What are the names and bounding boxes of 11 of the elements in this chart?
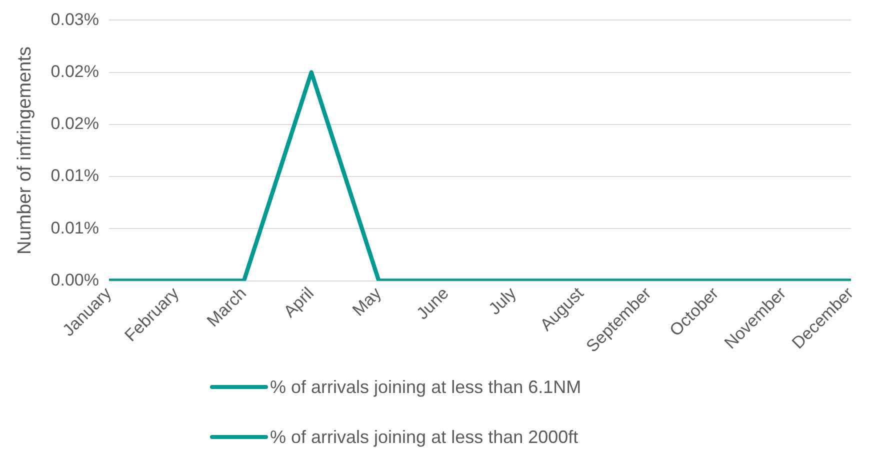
y-tick-label: 0.02%	[50, 114, 100, 134]
x-tick-label: July	[485, 283, 520, 319]
y-tick-label: 0.01%	[50, 218, 100, 238]
y-tick-label: 0.00%	[50, 270, 100, 290]
legend-label: % of arrivals joining at less than 2000ft	[270, 426, 578, 448]
y-tick-label: 0.02%	[50, 62, 100, 81]
y-axis-title: Number of infringements	[14, 46, 36, 255]
y-tick-label: 0.03%	[50, 10, 100, 29]
y-tick-label: 0.01%	[50, 166, 100, 186]
x-tick-label: May	[348, 283, 386, 320]
legend-label: % of arrivals joining at less than 6.1NM	[270, 376, 582, 398]
